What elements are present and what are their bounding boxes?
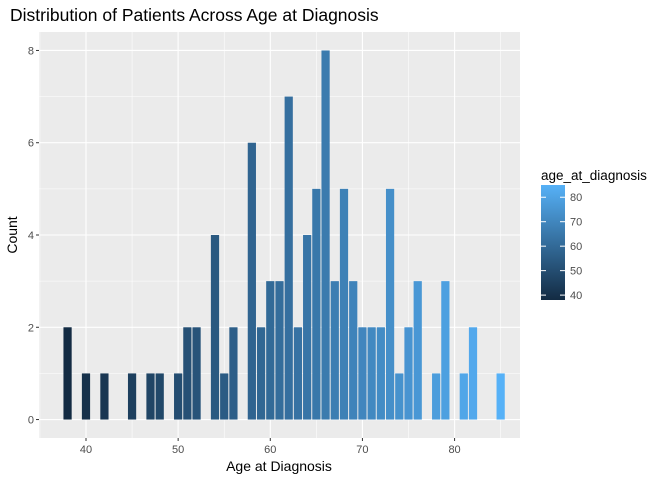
x-axis-title: Age at Diagnosis — [226, 458, 332, 474]
histogram-bar — [100, 373, 109, 420]
histogram-bar — [432, 373, 441, 420]
histogram-bar — [81, 373, 91, 420]
legend-breaks: 40 50 60 70 80 — [541, 192, 582, 302]
histogram-bar — [459, 373, 468, 420]
legend-break-label: 80 — [570, 192, 582, 204]
y-tick-label: 6 — [28, 138, 34, 150]
histogram-bar — [349, 281, 358, 420]
histogram-bar — [127, 373, 137, 420]
histogram-bar — [367, 327, 376, 420]
histogram-bar — [275, 281, 284, 420]
legend-break-label: 70 — [570, 217, 582, 229]
histogram-bar — [192, 327, 201, 420]
x-tick-label: 80 — [448, 444, 460, 456]
histogram-bar — [376, 327, 385, 420]
histogram-bar — [174, 373, 183, 420]
histogram-bar — [210, 235, 220, 420]
histogram-bar — [303, 235, 312, 420]
histogram-bar — [330, 281, 339, 420]
x-tick-label: 50 — [172, 444, 184, 456]
histogram-bar — [312, 188, 321, 420]
x-tick-label: 40 — [80, 444, 92, 456]
histogram-bar — [229, 327, 238, 420]
histogram-bar — [63, 327, 72, 420]
histogram-bar — [358, 327, 367, 420]
y-tick-label: 0 — [28, 415, 34, 427]
bars — [63, 50, 505, 420]
histogram-bar — [220, 373, 229, 420]
histogram-bar — [155, 373, 164, 420]
y-tick-label: 4 — [28, 230, 34, 242]
legend-break-label: 60 — [570, 241, 582, 253]
x-tick-label: 70 — [356, 444, 368, 456]
legend-title: age_at_diagnosis — [541, 168, 647, 183]
legend-break-label: 40 — [570, 290, 582, 302]
chart-title: Distribution of Patients Across Age at D… — [10, 5, 379, 25]
histogram-bar — [385, 188, 395, 420]
histogram-bar — [266, 281, 275, 420]
x-tick-label: 60 — [264, 444, 276, 456]
histogram-bar — [395, 373, 404, 420]
histogram-bar — [256, 327, 266, 420]
histogram-bar — [404, 327, 413, 420]
histogram-bar — [496, 373, 505, 420]
y-tick-label: 2 — [28, 322, 34, 334]
histogram-bar — [339, 188, 349, 420]
histogram-bar — [247, 142, 256, 420]
histogram-bar — [321, 50, 330, 420]
histogram-bar — [183, 327, 192, 420]
histogram-bar — [441, 281, 450, 420]
y-axis: 0 2 4 6 8 — [28, 45, 39, 427]
histogram-bar — [413, 281, 422, 420]
histogram-bar — [293, 327, 303, 420]
legend: age_at_diagnosis 40 50 60 70 80 — [541, 168, 647, 302]
legend-colorbar — [541, 185, 565, 300]
x-axis: 40 50 60 70 80 — [80, 438, 461, 456]
y-axis-title: Count — [4, 216, 20, 253]
y-tick-label: 8 — [28, 45, 34, 57]
histogram-bar — [284, 96, 293, 420]
major-gridlines — [39, 32, 520, 438]
histogram-bar — [468, 327, 478, 420]
legend-break-label: 50 — [570, 266, 582, 278]
histogram-bar — [146, 373, 155, 420]
